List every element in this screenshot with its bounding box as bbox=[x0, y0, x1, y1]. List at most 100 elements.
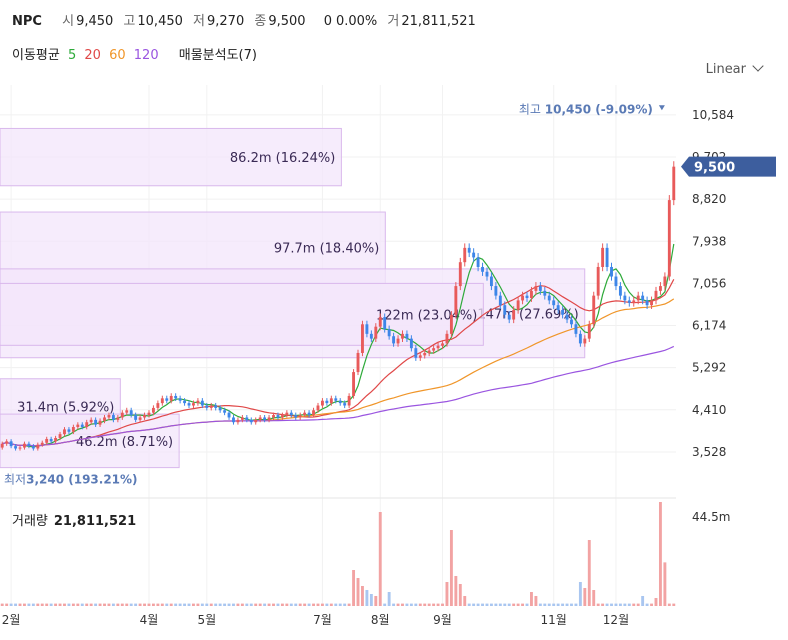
candle-body bbox=[240, 417, 244, 420]
candle-body bbox=[54, 437, 58, 442]
candle-body bbox=[232, 417, 235, 423]
candle-body bbox=[356, 352, 360, 373]
volume-bar bbox=[650, 603, 653, 606]
volume-bar bbox=[445, 582, 449, 606]
volume-bar bbox=[276, 603, 280, 606]
markers: 최고 10,450 (-9.09%) 최저3,240 (193.21%) 9,500 bbox=[4, 102, 776, 487]
volume-bar bbox=[623, 603, 627, 606]
volume-bar bbox=[405, 603, 409, 606]
candle-body bbox=[503, 305, 507, 315]
candle-body bbox=[516, 300, 520, 310]
volume-bar bbox=[14, 603, 18, 606]
volume-bar bbox=[209, 603, 213, 606]
volume-bar bbox=[547, 603, 551, 606]
candle-body bbox=[485, 271, 489, 277]
candle-body bbox=[338, 400, 342, 404]
volume-bar bbox=[98, 603, 102, 606]
price-header: NPC 시 9,450 고 10,450 저 9,270 종 9,500 0 0.00% … bbox=[12, 10, 476, 29]
high-marker: 최고 10,450 (-9.09%) bbox=[519, 102, 653, 116]
candle-body bbox=[352, 372, 356, 396]
volume-title-value: 21,811,521 bbox=[53, 514, 137, 529]
volume-bar bbox=[147, 603, 151, 606]
open-value: 9,450 bbox=[76, 14, 114, 29]
volume-bar bbox=[610, 603, 613, 606]
y-tick-label: 10,584 bbox=[692, 108, 734, 122]
candle-body bbox=[463, 247, 467, 263]
volume-profile-label[interactable]: 매물분석도(7) bbox=[178, 48, 257, 63]
candle-body bbox=[543, 290, 547, 296]
y-tick-label: 7,056 bbox=[692, 276, 726, 290]
candle-body bbox=[151, 407, 155, 413]
high-arrow-icon bbox=[658, 105, 665, 111]
volume-bar bbox=[125, 603, 129, 606]
volume-bar bbox=[89, 603, 93, 606]
low-marker: 최저3,240 (193.21%) bbox=[4, 473, 138, 487]
volume-bar bbox=[63, 603, 66, 606]
candle-body bbox=[632, 300, 636, 303]
candle-body bbox=[205, 405, 209, 408]
candle-body bbox=[209, 405, 213, 408]
scale-dropdown[interactable]: Linear bbox=[705, 60, 764, 77]
volume-bar bbox=[641, 596, 645, 606]
volume-bar bbox=[54, 603, 58, 606]
candle-body bbox=[94, 419, 98, 425]
candle-body bbox=[436, 345, 440, 349]
candle-body bbox=[236, 419, 240, 423]
candle-body bbox=[23, 443, 26, 448]
candle-body bbox=[583, 338, 587, 344]
candle-body bbox=[521, 295, 525, 301]
candle-body bbox=[383, 317, 387, 330]
candle-body bbox=[534, 286, 538, 291]
volume-bar bbox=[325, 603, 329, 606]
volume-bar bbox=[392, 603, 396, 606]
volume-bar bbox=[672, 603, 676, 606]
candle-body bbox=[458, 262, 462, 287]
volume-bar bbox=[240, 603, 244, 606]
candle-body bbox=[169, 395, 173, 401]
volume-bar bbox=[205, 603, 209, 606]
candle-body bbox=[663, 276, 667, 287]
candle-body bbox=[116, 417, 120, 420]
candle-body bbox=[525, 295, 529, 299]
axes: 10,5849,7028,8207,9387,0566,1745,2924,41… bbox=[2, 108, 734, 627]
candle-body bbox=[449, 314, 453, 334]
low-label: 저 bbox=[193, 14, 205, 29]
x-tick-label: 7월 bbox=[313, 613, 332, 627]
volume-bar bbox=[267, 603, 271, 606]
y-tick-label: 6,174 bbox=[692, 319, 726, 333]
candle-body bbox=[347, 395, 351, 406]
candle-body bbox=[361, 324, 364, 353]
candle-body bbox=[192, 403, 195, 406]
candle-body bbox=[40, 442, 44, 445]
candle-body bbox=[414, 348, 418, 358]
volume-bar bbox=[534, 596, 538, 606]
candle-body bbox=[147, 412, 151, 416]
volume-bar bbox=[303, 603, 307, 606]
high-label: 고 bbox=[123, 14, 136, 29]
change-percent: 0.00% bbox=[335, 14, 378, 29]
volume-bar bbox=[592, 590, 596, 606]
candle-body bbox=[129, 410, 133, 416]
candle-body bbox=[303, 412, 307, 416]
volume-bar bbox=[120, 603, 124, 606]
candle-body bbox=[405, 333, 409, 339]
volume-bar bbox=[85, 603, 89, 606]
volume-bar bbox=[521, 603, 525, 606]
moving-average-legend[interactable]: 이동평균 5 20 60 120 매물분석도(7) bbox=[12, 44, 261, 63]
candle-body bbox=[614, 276, 618, 287]
candle-body bbox=[160, 398, 164, 404]
volume-bar bbox=[71, 603, 75, 606]
volume-bar bbox=[338, 603, 342, 606]
candle-body bbox=[547, 295, 551, 301]
scale-label: Linear bbox=[705, 62, 746, 77]
volume-bar bbox=[387, 592, 391, 606]
volume-bar bbox=[361, 586, 364, 606]
candle-body bbox=[476, 257, 480, 267]
volume-bar bbox=[552, 603, 556, 606]
candle-body bbox=[89, 419, 93, 423]
volume-bar bbox=[663, 562, 667, 606]
volume-bar bbox=[254, 603, 258, 606]
volume-bar bbox=[365, 590, 369, 606]
candle-body bbox=[280, 415, 284, 418]
